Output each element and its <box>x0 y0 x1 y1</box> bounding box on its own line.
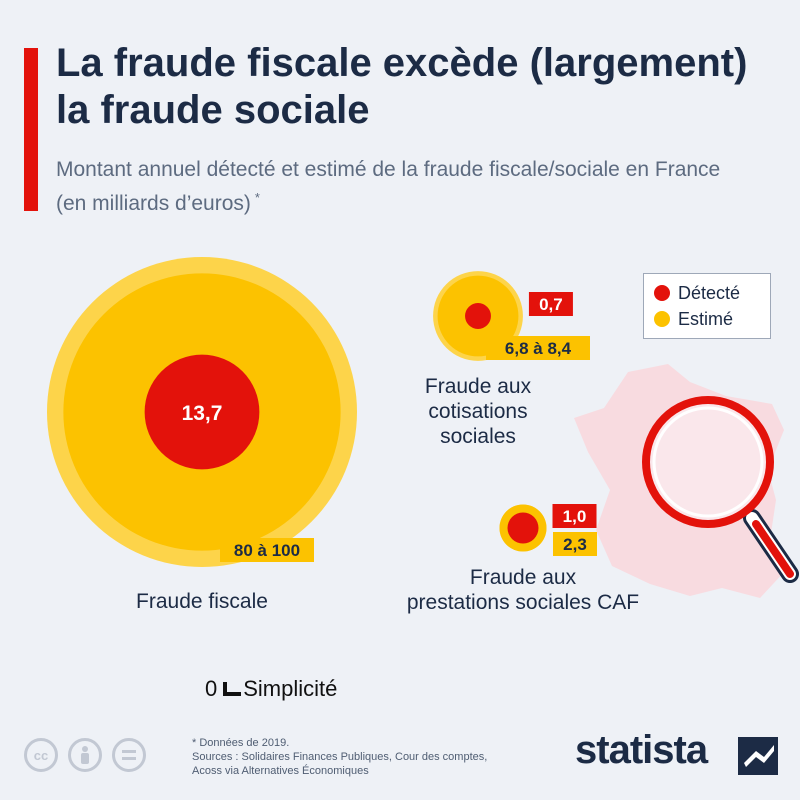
detected-value-label-2: 1,0 <box>563 507 587 526</box>
legend-item-detected: Détecté <box>654 280 760 306</box>
category-label-1-line-2: sociales <box>440 425 516 448</box>
source-notes: * Données de 2019. Sources : Solidaires … <box>192 736 552 778</box>
detected-bubble-0 <box>144 354 260 470</box>
detected-value-label-1-box <box>528 292 573 316</box>
equals-icon <box>112 738 146 772</box>
brand-note-prefix: 0 <box>205 676 218 701</box>
statista-logo-icon <box>738 737 778 775</box>
legend: Détecté Estimé <box>643 273 771 339</box>
legend-label-detected: Détecté <box>678 282 741 303</box>
legend-item-estimated: Estimé <box>654 306 760 332</box>
category-label-2-line-0: Fraude aux <box>470 566 577 589</box>
detected-value-label-1: 0,7 <box>539 295 563 314</box>
category-label-1-line-1: cotisations <box>428 400 527 423</box>
estimated-value-label-2: 2,3 <box>563 535 587 554</box>
sources-line-2: Acoss via Alternatives Économiques <box>192 765 369 777</box>
estimated-value-label-0: 80 à 100 <box>234 541 300 560</box>
category-label-2-line-1: prestations sociales CAF <box>407 591 639 614</box>
title-accent-bar <box>24 48 38 211</box>
estimated-value-label-1: 6,8 à 8,4 <box>505 339 572 358</box>
brand-note-text: Simplicité <box>243 676 338 701</box>
estimated-value-label-1-box <box>486 336 590 360</box>
sources-line-1: Sources : Solidaires Finances Publiques,… <box>192 751 488 763</box>
license-icons: cc <box>24 738 146 772</box>
legend-swatch-detected <box>654 285 670 301</box>
person-icon <box>68 738 102 772</box>
brand-note: 0 Simplicité <box>205 676 337 702</box>
category-label-0-line-0: Fraude fiscale <box>136 590 268 613</box>
subtitle-footnote-mark: * <box>254 190 260 205</box>
detected-bubble-1 <box>465 303 491 329</box>
estimated-value-label-0-box <box>220 538 314 562</box>
page-subtitle: Montant annuel détecté et estimé de la f… <box>56 156 756 218</box>
brand-note-icon <box>223 682 242 696</box>
cc-icon: cc <box>24 738 58 772</box>
legend-label-estimated: Estimé <box>678 308 734 329</box>
detected-value-label-0: 13,7 <box>182 402 223 425</box>
france-map-icon <box>574 364 786 598</box>
detected-value-label-2-box <box>552 504 597 528</box>
magnifying-glass-icon <box>642 396 799 583</box>
footnote: * Données de 2019. <box>192 737 290 749</box>
estimated-value-label-2-box <box>553 532 597 556</box>
page-title: La fraude fiscale excède (largement) la … <box>56 41 748 132</box>
statista-logo-text: statista <box>575 728 708 772</box>
subtitle-text: Montant annuel détecté et estimé de la f… <box>56 158 721 215</box>
legend-swatch-estimated <box>654 311 670 327</box>
category-label-1-line-0: Fraude aux <box>425 375 532 398</box>
detected-bubble-2 <box>507 512 539 544</box>
